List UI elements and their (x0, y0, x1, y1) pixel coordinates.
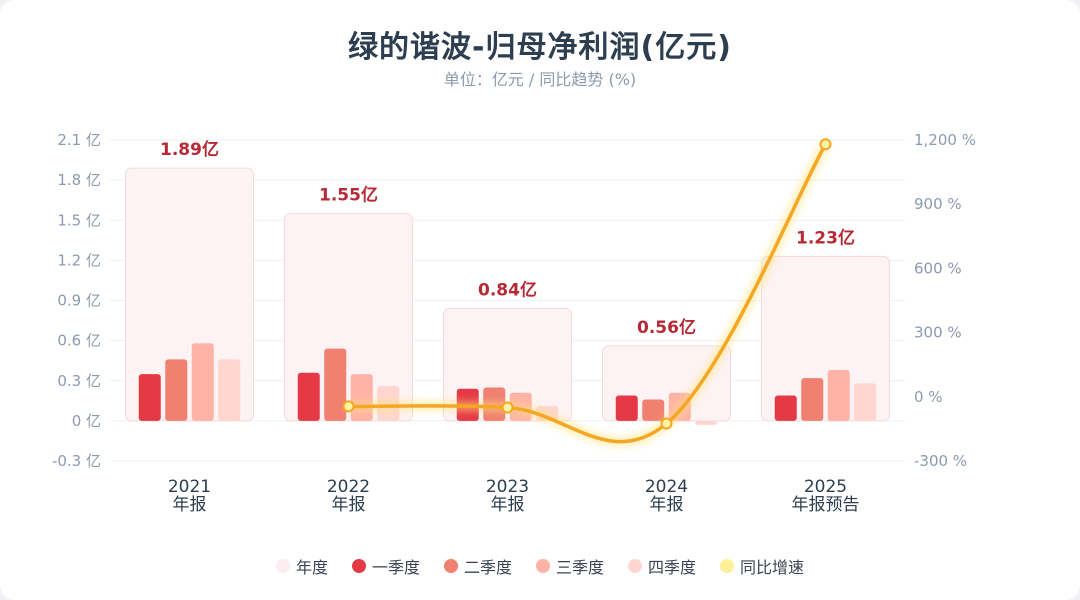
legend-label: 四季度 (648, 558, 697, 577)
left-axis-tick-label: 1.8 亿 (57, 171, 101, 189)
legend-label: 三季度 (556, 558, 605, 577)
left-axis-tick-label: 0.9 亿 (57, 292, 101, 310)
quarter-bar (191, 343, 214, 421)
quarter-bar (138, 374, 161, 421)
left-axis-tick-label: 2.1 亿 (57, 131, 101, 149)
legend-label: 二季度 (463, 558, 512, 577)
quarter-bar (774, 395, 797, 421)
x-axis-period-label: 年报 (650, 495, 684, 515)
annual-value-label: 0.56亿 (637, 317, 696, 338)
right-axis-tick-label: 600 % (914, 259, 962, 277)
quarter-bar (695, 420, 718, 425)
quarter-bar (801, 378, 824, 421)
quarter-bar (324, 348, 347, 421)
quarter-bar (642, 399, 665, 421)
legend-label: 年度 (295, 558, 328, 577)
x-axis-period-label: 年报预告 (792, 495, 860, 515)
right-axis-tick-label: -300 % (914, 452, 967, 470)
x-axis-year-label: 2024 (645, 477, 688, 497)
left-axis-tick-label: 0.6 亿 (57, 332, 101, 350)
annual-value-label: 1.55亿 (319, 185, 378, 206)
x-axis-year-label: 2022 (327, 477, 370, 497)
legend-swatch (275, 559, 290, 573)
right-axis-tick-label: 300 % (914, 324, 962, 342)
left-axis-tick-label: 0 亿 (72, 412, 101, 430)
right-axis-tick-label: 1,200 % (914, 131, 976, 149)
x-axis-period-label: 年报 (491, 495, 525, 515)
legend-item[interactable]: 二季度 (443, 554, 512, 578)
annual-value-label: 1.89亿 (160, 139, 219, 160)
quarter-bar (350, 374, 373, 421)
x-axis-period-label: 年报 (332, 495, 366, 515)
legend-swatch (351, 559, 366, 573)
yoy-point (660, 417, 673, 430)
quarter-bar (297, 372, 320, 421)
legend-item[interactable]: 年度 (275, 554, 328, 578)
annual-value-label: 1.23亿 (796, 227, 855, 248)
annual-bar (125, 167, 254, 422)
left-axis-tick-label: 1.5 亿 (57, 211, 101, 229)
chart-title: 绿的谐波-归母净利润(亿元) (348, 30, 732, 65)
yoy-line (346, 142, 828, 444)
chart-subtitle: 单位：亿元 / 同比趋势 (%) (443, 70, 637, 89)
chart-legend: 年度 一季度 二季度 三季度 四季度 同比增速 (0, 554, 1080, 578)
legend-label: 一季度 (371, 558, 420, 577)
quarter-bar (615, 395, 638, 421)
annual-bar (761, 255, 890, 422)
quarter-bar (165, 359, 188, 421)
legend-swatch (443, 559, 458, 573)
right-axis-tick-label: 0 % (914, 388, 943, 406)
legend-item[interactable]: 三季度 (536, 554, 604, 578)
legend-swatch (628, 559, 643, 573)
x-axis-year-label: 2021 (168, 477, 211, 497)
quarter-bar (827, 370, 850, 421)
x-axis-year-label: 2025 (804, 477, 847, 497)
legend-swatch (720, 559, 735, 573)
yoy-point (819, 138, 832, 151)
legend-label: 同比增速 (740, 558, 805, 577)
left-axis-tick-label: -0.3 亿 (52, 452, 101, 470)
annual-bar (284, 213, 413, 422)
legend-swatch (536, 559, 550, 573)
left-axis-tick-label: 0.3 亿 (57, 372, 101, 390)
quarter-bar (218, 359, 241, 421)
legend-item[interactable]: 一季度 (351, 554, 420, 578)
legend-item[interactable]: 四季度 (628, 554, 696, 578)
x-axis-period-label: 年报 (173, 495, 207, 515)
right-axis-tick-label: 900 % (914, 195, 962, 213)
annual-value-label: 0.84亿 (478, 280, 537, 301)
left-axis-tick-label: 1.2 亿 (57, 251, 101, 269)
quarter-bar (854, 383, 877, 421)
legend-item[interactable]: 同比增速 (720, 554, 804, 578)
yoy-point (342, 400, 355, 413)
x-axis-year-label: 2023 (486, 477, 529, 497)
yoy-point (501, 401, 514, 414)
